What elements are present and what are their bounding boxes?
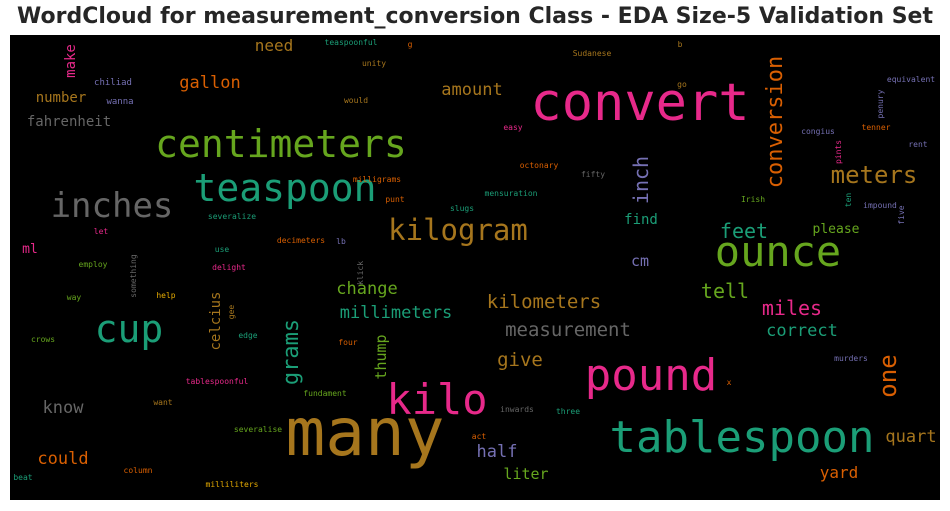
word-edge: edge [238, 331, 257, 340]
word-kilometers: kilometers [487, 291, 601, 313]
word-g: g [408, 40, 413, 49]
word-pints: pints [834, 140, 843, 164]
wordcloud-svg: convert many tablespoon pound ounce centimete… [13, 36, 936, 489]
word-want: want [153, 398, 172, 407]
word-amount: amount [441, 80, 502, 100]
word-klick: klick [356, 261, 365, 285]
word-three: three [556, 407, 580, 416]
word-thump: thump [372, 334, 390, 379]
word-miles: miles [762, 296, 822, 320]
word-need: need [255, 36, 294, 55]
word-teaspoon: teaspoon [193, 166, 376, 210]
word-slugs: slugs [450, 204, 474, 213]
word-tell: tell [701, 279, 749, 303]
word-ounce: ounce [715, 227, 841, 276]
word-milligrams: milligrams [353, 175, 401, 184]
word-ten: ten [844, 193, 853, 208]
word-sudanese: Sudanese [573, 49, 612, 58]
word-lb: lb [336, 237, 346, 246]
word-severalize: severalize [208, 212, 256, 221]
word-b: b [678, 40, 683, 49]
word-centimeters: centimeters [155, 122, 407, 166]
word-go: go [677, 80, 687, 89]
word-teaspoonful: teaspoonful [325, 38, 378, 47]
word-punt: punt [385, 195, 404, 204]
word-congius: congius [801, 127, 835, 136]
word-mensuration: mensuration [485, 189, 538, 198]
word-correct: correct [766, 321, 838, 341]
word-yard: yard [820, 463, 859, 482]
word-crows: crows [31, 335, 55, 344]
word-delight: delight [212, 263, 246, 272]
word-help: help [156, 291, 175, 300]
word-celcius: celcius [208, 291, 224, 350]
word-inches: inches [51, 186, 174, 226]
word-inch: inch [629, 156, 653, 204]
word-could: could [37, 449, 88, 469]
word-tenner: tenner [862, 123, 891, 132]
word-something: something [129, 254, 138, 298]
word-column: column [124, 466, 153, 475]
word-fifty: fifty [581, 170, 605, 179]
word-one: one [874, 354, 902, 397]
word-four: four [338, 338, 357, 347]
word-penury: penury [876, 89, 885, 118]
wordcloud-canvas: convert many tablespoon pound ounce centimete… [10, 35, 940, 500]
word-feet: feet [720, 219, 768, 243]
word-meters: meters [831, 161, 918, 189]
word-change: change [336, 279, 397, 299]
word-convert: convert [530, 73, 749, 133]
word-easy: easy [503, 123, 522, 132]
word-give: give [497, 349, 543, 371]
word-octonary: octonary [520, 161, 559, 170]
word-fundament: fundament [303, 389, 347, 398]
word-millimeters: millimeters [340, 303, 453, 323]
word-pound: pound [585, 350, 717, 401]
word-gallon: gallon [179, 73, 240, 93]
word-severalise: severalise [234, 425, 282, 434]
word-gee: gee [227, 305, 236, 320]
word-ml: ml [22, 242, 38, 257]
word-milliliters: milliliters [206, 480, 259, 489]
word-employ: employ [79, 260, 108, 269]
word-act: act [472, 432, 487, 441]
word-please: please [813, 222, 860, 237]
word-half: half [477, 442, 518, 462]
word-number: number [36, 90, 87, 106]
word-irish: Irish [741, 195, 765, 204]
word-know: know [43, 398, 85, 418]
word-kilo: kilo [386, 375, 487, 424]
word-way: way [67, 293, 82, 302]
word-wanna: wanna [106, 97, 133, 107]
word-conversion: conversion [763, 56, 788, 188]
word-make: make [63, 44, 79, 78]
word-unity: unity [362, 59, 386, 68]
word-use: use [215, 245, 230, 254]
word-murders: murders [834, 354, 868, 363]
word-liter: liter [503, 465, 548, 483]
word-tablespoon: tablespoon [610, 412, 875, 463]
word-would: would [344, 96, 368, 105]
word-x: x [727, 378, 732, 387]
word-inwards: inwards [500, 405, 534, 414]
word-impound: impound [863, 201, 897, 210]
word-chiliad: chiliad [94, 78, 132, 88]
word-fahrenheit: fahrenheit [27, 114, 111, 130]
word-beat: beat [13, 473, 32, 482]
word-cup: cup [95, 307, 164, 351]
word-let: let [94, 227, 109, 236]
word-cm: cm [631, 252, 649, 270]
word-equivalent: equivalent [887, 75, 935, 84]
word-rent: rent [908, 140, 927, 149]
word-many: many [286, 394, 445, 471]
word-measurement: measurement [505, 319, 631, 341]
word-five: five [897, 205, 906, 224]
word-decimeters: decimeters [277, 236, 325, 245]
word-find: find [624, 212, 658, 228]
word-quart: quart [885, 427, 936, 447]
word-grams: grams [279, 319, 304, 385]
word-tablespoonful: tablespoonful [186, 377, 249, 386]
word-kilogram: kilogram [388, 213, 528, 247]
chart-title: WordCloud for measurement_conversion Cla… [17, 4, 933, 29]
